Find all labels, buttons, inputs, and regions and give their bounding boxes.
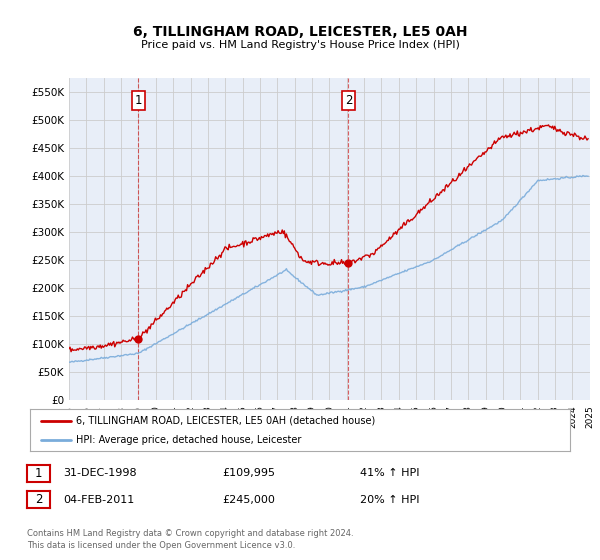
Text: 41% ↑ HPI: 41% ↑ HPI xyxy=(360,468,419,478)
Text: 2: 2 xyxy=(345,95,352,108)
Text: Contains HM Land Registry data © Crown copyright and database right 2024.: Contains HM Land Registry data © Crown c… xyxy=(27,529,353,538)
Text: 20% ↑ HPI: 20% ↑ HPI xyxy=(360,494,419,505)
Text: 6, TILLINGHAM ROAD, LEICESTER, LE5 0AH (detached house): 6, TILLINGHAM ROAD, LEICESTER, LE5 0AH (… xyxy=(76,416,375,426)
Text: Price paid vs. HM Land Registry's House Price Index (HPI): Price paid vs. HM Land Registry's House … xyxy=(140,40,460,50)
Text: 04-FEB-2011: 04-FEB-2011 xyxy=(63,494,134,505)
Text: 31-DEC-1998: 31-DEC-1998 xyxy=(63,468,137,478)
Text: 2: 2 xyxy=(35,493,42,506)
Text: This data is licensed under the Open Government Licence v3.0.: This data is licensed under the Open Gov… xyxy=(27,542,295,550)
Text: 6, TILLINGHAM ROAD, LEICESTER, LE5 0AH: 6, TILLINGHAM ROAD, LEICESTER, LE5 0AH xyxy=(133,25,467,39)
Text: 1: 1 xyxy=(35,466,42,480)
Text: £109,995: £109,995 xyxy=(222,468,275,478)
Text: 1: 1 xyxy=(134,95,142,108)
Text: HPI: Average price, detached house, Leicester: HPI: Average price, detached house, Leic… xyxy=(76,435,301,445)
Text: £245,000: £245,000 xyxy=(222,494,275,505)
